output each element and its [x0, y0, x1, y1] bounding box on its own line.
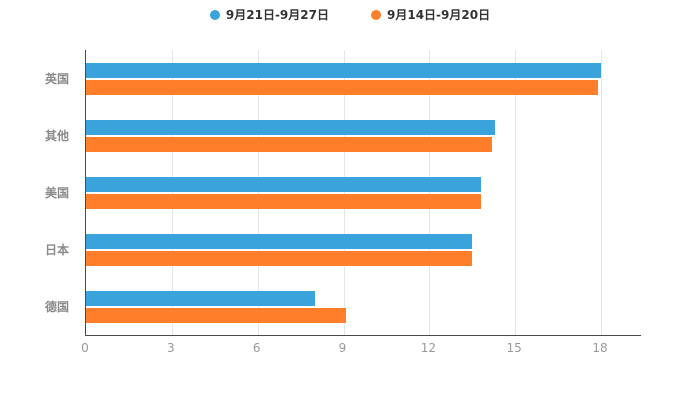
bar: [86, 250, 473, 266]
y-axis-labels: 英国其他美国日本德国: [0, 50, 77, 335]
legend-label: 9月21日-9月27日: [225, 8, 329, 22]
bar-group: [86, 221, 601, 278]
bar: [86, 290, 315, 306]
x-axis-tick-label: 0: [81, 341, 89, 355]
x-axis-tick-label: 12: [420, 341, 436, 355]
bar: [86, 233, 473, 249]
y-axis-category-label: 美国: [44, 186, 69, 200]
grid-line: [601, 50, 602, 335]
legend-marker-blue: [209, 9, 220, 20]
bar-group: [86, 107, 601, 164]
bar: [86, 79, 599, 95]
legend-item-week-sep21-27[interactable]: 9月21日-9月27日: [209, 6, 329, 23]
bar: [86, 176, 481, 192]
grid-line: [515, 50, 517, 335]
grid-line: [429, 50, 431, 335]
y-axis-category-label: 英国: [44, 72, 69, 86]
bar-group: [86, 278, 601, 335]
x-axis-tick-label: 3: [167, 341, 175, 355]
legend-item-week-sep14-20[interactable]: 9月14日-9月20日: [371, 6, 490, 23]
x-axis-tick-label: 9: [338, 341, 347, 355]
grid-line: [257, 50, 259, 335]
bar-group: [86, 164, 601, 221]
bar: [86, 193, 481, 209]
bar: [86, 119, 496, 135]
grid-line: [171, 50, 173, 335]
y-axis-category-label: 德国: [44, 300, 69, 314]
x-axis-tick-label: 15: [506, 341, 522, 355]
x-axis-tick-label: 18: [592, 341, 608, 355]
grid-line: [343, 50, 345, 335]
legend: 9月21日-9月27日 9月14日-9月20日: [0, 6, 700, 23]
x-axis-tick-label: 6: [252, 341, 261, 355]
y-axis-category-label: 日本: [44, 243, 69, 257]
x-axis-line: [85, 335, 641, 336]
plot-area: [85, 50, 602, 335]
bar-group: [86, 50, 601, 107]
bar: [86, 62, 601, 78]
bar: [86, 307, 347, 323]
legend-marker-orange: [371, 9, 381, 20]
bar: [86, 136, 493, 152]
legend-label: 9月14日-9月20日: [387, 8, 491, 22]
y-axis-category-label: 其他: [44, 129, 69, 143]
